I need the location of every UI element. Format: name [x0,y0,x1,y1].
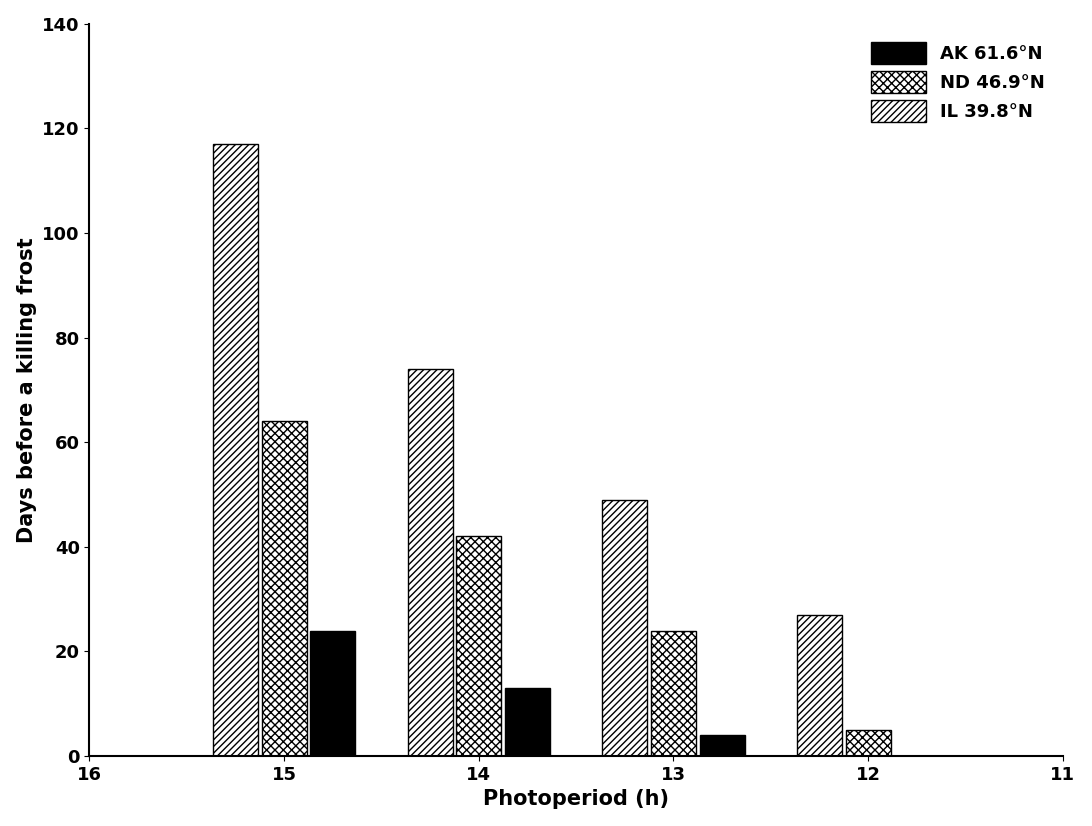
Bar [407,369,452,756]
Bar [310,630,355,756]
Y-axis label: Days before a killing frost: Days before a killing frost [16,237,37,543]
X-axis label: Photoperiod (h): Photoperiod (h) [483,790,669,809]
Bar [506,688,550,756]
Bar [456,536,501,756]
Bar [846,730,891,756]
Bar [651,630,696,756]
Bar [700,735,745,756]
Bar [262,421,307,756]
Bar [603,500,648,756]
Legend: AK 61.6°N, ND 46.9°N, IL 39.8°N: AK 61.6°N, ND 46.9°N, IL 39.8°N [863,33,1054,131]
Bar [213,144,258,756]
Bar [797,615,842,756]
